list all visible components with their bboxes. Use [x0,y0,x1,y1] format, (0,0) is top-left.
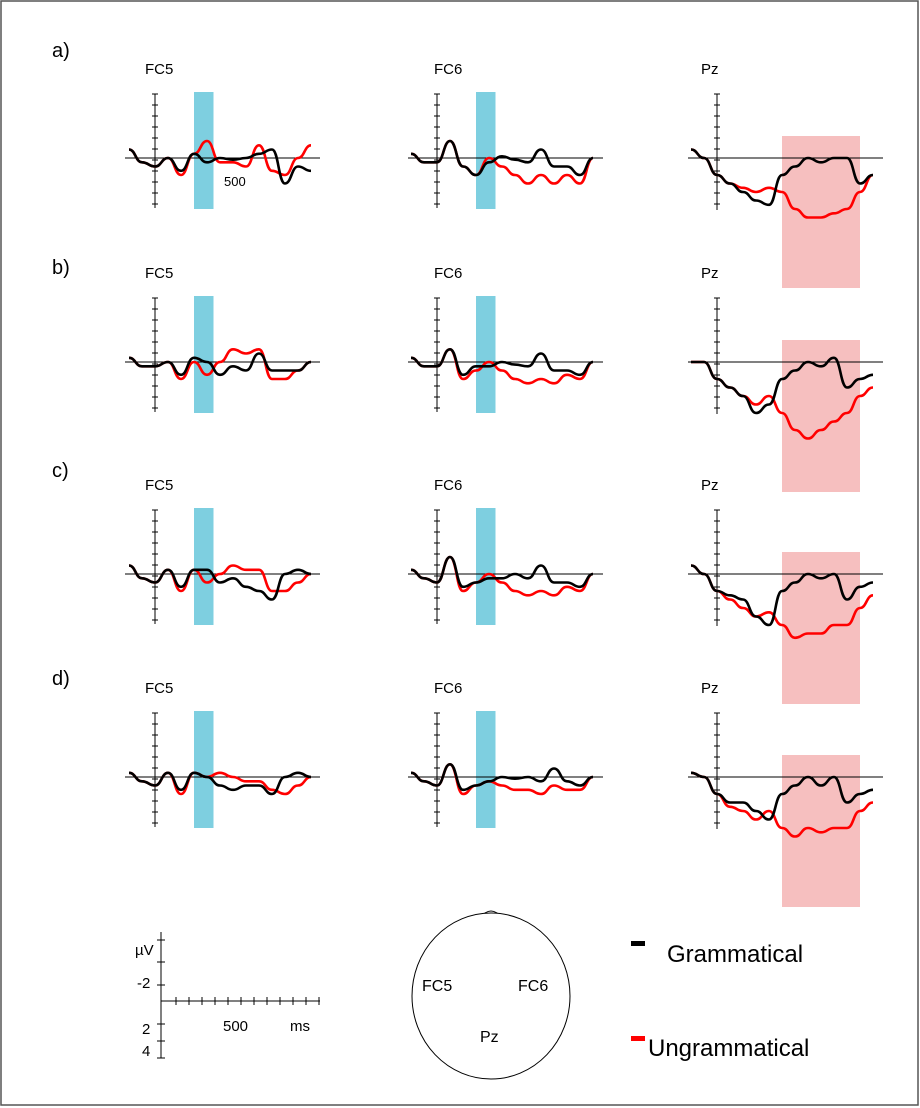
row-label-b: b) [52,257,70,279]
panel-fc6-c: FC6 [408,477,603,625]
row-label-c: c) [52,460,69,482]
highlight-window-fc5-c [194,508,214,625]
electrode-label-pz-d: Pz [701,680,719,697]
scale-tick-label-minus2: -2 [137,975,150,992]
electrode-label-fc6-d: FC6 [434,680,462,697]
highlight-window-pz-c [782,552,860,704]
electrode-label-fc5-a: FC5 [145,61,173,78]
highlight-window-fc5-d [194,711,214,828]
legend-swatch-grammatical [631,941,645,946]
panel-fc6-d: FC6 [408,680,603,828]
panel-fc6-a: FC6 [408,61,603,209]
panel-pz-b: Pz [688,265,883,492]
scale-time-label: 500 [223,1018,248,1035]
series-grammatical-fc6-d [410,763,594,792]
electrode-label-pz-c: Pz [701,477,719,494]
electrode-label-fc5-b: FC5 [145,265,173,282]
electrode-label-fc5-d: FC5 [145,680,173,697]
electrode-label-fc6-c: FC6 [434,477,462,494]
inline-500-label: 500 [224,174,246,189]
row-label-a: a) [52,40,70,62]
scale-time-unit: ms [290,1018,310,1035]
series-grammatical-pz-a [690,148,874,207]
electrode-label-fc5-c: FC5 [145,477,173,494]
head-outline [411,912,571,1080]
head-label-fc6: FC6 [518,978,548,995]
series-grammatical-fc5-b [128,352,312,377]
scale-tick-label-4: 4 [142,1043,150,1060]
legend-label-grammatical: Grammatical [667,941,803,968]
panel-pz-a: Pz [688,61,883,288]
series-grammatical-fc5-a [128,148,312,185]
electrode-label-fc6-b: FC6 [434,265,462,282]
highlight-window-fc6-a [476,92,496,209]
series-grammatical-fc5-c [128,564,312,601]
highlight-window-pz-b [782,340,860,492]
electrode-label-fc6-a: FC6 [434,61,462,78]
highlight-window-fc6-d [476,711,496,828]
legend-swatch-ungrammatical [631,1036,645,1041]
highlight-window-fc6-b [476,296,496,413]
legend: Grammatical Ungrammatical [631,941,809,1062]
series-grammatical-fc5-d [128,771,312,796]
panel-fc5-c: FC5 [125,477,320,625]
highlight-window-fc5-a [194,92,214,209]
electrode-label-pz-a: Pz [701,61,719,78]
panel-fc6-b: FC6 [408,265,603,413]
head-label-pz: Pz [480,1029,499,1046]
head-map: FC5 FC6 Pz [411,910,571,1080]
panel-fc5-d: FC5 [125,680,320,828]
series-grammatical-fc6-a [410,139,594,177]
panel-fc5-a: FC5 [125,61,320,209]
panel-fc5-b: FC5 [125,265,320,413]
panel-pz-c: Pz [688,477,883,704]
series-grammatical-pz-b [690,356,874,415]
series-grammatical-fc6-c [410,555,594,589]
scale-bar: µV -2 2 4 500 ms [135,932,320,1060]
highlight-window-fc6-c [476,508,496,625]
highlight-window-fc5-b [194,296,214,413]
series-grammatical-fc6-b [410,348,594,377]
row-label-d: d) [52,668,70,690]
panel-pz-d: Pz [688,680,883,907]
erp-panels: FC5 FC6 Pz FC5 FC6 Pz FC5 FC6 Pz FC5 FC6 Pz [125,61,883,907]
series-grammatical-pz-d [690,771,874,821]
series-grammatical-pz-c [690,564,874,627]
scale-tick-label-2: 2 [142,1021,150,1038]
head-label-fc5: FC5 [422,978,452,995]
legend-label-ungrammatical: Ungrammatical [648,1035,809,1062]
scale-unit-label: µV [135,942,154,959]
scale-ticks [157,939,320,1059]
electrode-label-pz-b: Pz [701,265,719,282]
